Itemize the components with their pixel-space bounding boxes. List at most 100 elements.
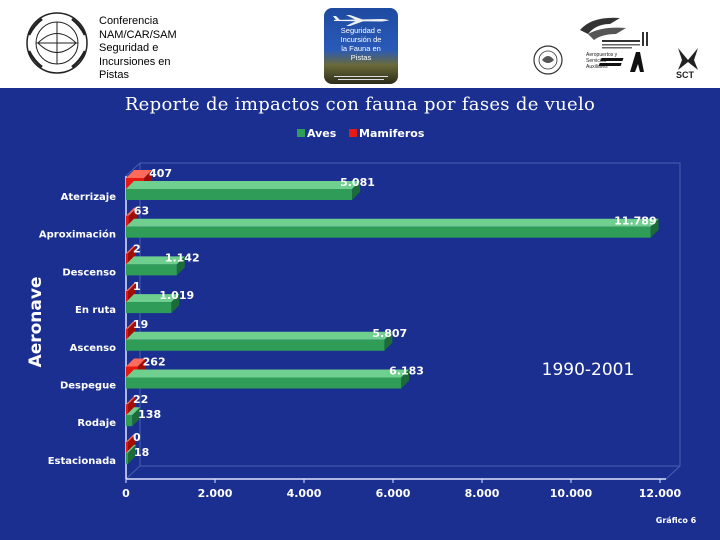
bar-aves-4 [126,339,385,351]
logo-text-line: Servicios [586,58,607,64]
bar-aves-1-top [126,218,659,227]
data-label-mamiferos-5: 262 [143,356,166,369]
bar-aves-5-top [126,369,410,378]
data-label-mamiferos-1: 63 [134,205,149,218]
bar-aves-7-side [128,444,136,464]
data-label-mamiferos-4: 19 [133,318,148,331]
bar-aves-4-top [126,331,393,340]
data-label-aves-1: 11.789 [614,215,656,228]
bar-aves-3-side [171,294,180,314]
bar-mamiferos-2 [126,253,128,265]
data-label-aves-4: 5.807 [372,327,407,340]
data-label-aves-3: 1.019 [159,289,194,302]
bar-mamiferos-4-side [128,320,136,340]
bar-mamiferos-2-side [128,245,136,265]
category-label-3: En ruta [75,305,116,316]
bar-aves-0 [126,189,353,200]
category-label-2: Descenso [62,267,116,278]
bar-aves-1-side [650,218,659,238]
logo-text-line: Auxiliares [586,64,608,70]
bar-aves-2 [126,264,177,276]
bar-mamiferos-6 [126,404,128,416]
x-tick-label-2: 4.000 [287,487,322,500]
badge-line: Pistas [350,53,372,62]
plot-area-3d-frame [125,162,681,480]
conference-line: Pistas [99,69,129,81]
category-label-0: Aterrizaje [61,192,117,203]
badge-footnote-lines [326,74,396,82]
data-label-mamiferos-3: 1 [133,280,141,293]
bar-mamiferos-7-top [126,433,136,442]
conference-title: Conferencia NAM/CAR/SAM Seguridad e Incu… [99,15,209,83]
bar-mamiferos-3 [126,291,128,303]
conference-line: NAM/CAR/SAM [99,28,177,41]
category-label-1: Aproximación [39,229,116,241]
bar-aves-0-side [352,181,361,200]
bar-aves-6-top [126,407,141,416]
sct-logo-text: SCT [676,70,695,80]
figure-footer: Gráfico 6 [656,516,697,525]
legend-label-mamiferos: Mamiferos [359,127,425,140]
bar-aves-0-top [126,181,361,189]
bar-mamiferos-4 [126,328,128,340]
bar-mamiferos-6-top [126,396,136,405]
data-label-aves-2: 1.142 [165,251,200,264]
period-annotation: 1990-2001 [542,360,635,380]
conference-line: Seguridad e [99,42,159,54]
asa-logo-icon: Aeropuertos y Servicios Auxiliares [586,52,644,72]
bar-aves-3 [126,302,172,314]
badge-title: Seguridad e Incursión de la Fauna en Pis… [326,26,396,62]
data-label-mamiferos-6: 22 [133,393,148,406]
bar-mamiferos-3-side [128,283,136,303]
bar-aves-1 [126,226,651,238]
category-label-5: Despegue [60,381,116,392]
bar-mamiferos-7-side [128,433,136,453]
sct-logo-icon: SCT [676,48,698,80]
x-tick-label-3: 6.000 [376,487,411,500]
bar-mamiferos-6-side [128,396,136,416]
bar-aves-2-side [176,256,185,276]
badge-line: Seguridad e [340,26,382,35]
x-tick-label-0: 0 [122,487,130,500]
bar-mamiferos-1-top [126,207,137,216]
x-tick-label-6: 12.000 [639,487,682,500]
y-axis-label: Aeronave [26,277,46,368]
partner-logos: Aeropuertos y Servicios Auxiliares SCT [533,17,698,80]
conference-line: Incursiones en [99,55,171,68]
category-labels: Aterrizaje Aproximación Descenso En ruta Asc… [39,192,116,467]
data-label-aves-5: 6.183 [389,365,424,378]
data-label-aves-6: 138 [138,408,161,421]
header-banner: Conferencia NAM/CAR/SAM Seguridad e Incu… [0,0,720,88]
data-label-mamiferos-2: 2 [133,242,141,255]
bar-group: 407 5.081 63 11.789 2 1.142 1 1.019 19 5.807 262 6.… [126,167,659,464]
bar-mamiferos-3-top [126,283,136,292]
bar-aves-5 [126,377,402,389]
seal-logo-icon [533,45,563,75]
bar-mamiferos-7 [126,441,128,453]
logo-text-line: Aeropuertos y [586,52,618,58]
x-tick-label-4: 8.000 [465,487,500,500]
bar-mamiferos-5-top [126,358,146,367]
category-label-7: Estacionada [48,456,116,467]
category-label-6: Rodaje [77,418,116,429]
badge-line: la Fauna en [341,44,381,53]
bar-aves-6-side [132,407,141,427]
badge-line: Incursión de [340,35,382,44]
chart-title: Reporte de impactos con fauna por fases … [124,94,596,115]
bar-mamiferos-2-top [126,245,136,254]
bar-mamiferos-0-top [126,170,153,178]
data-label-aves-0: 5.081 [340,176,375,189]
event-badge: Seguridad e Incursión de la Fauna en Pis… [324,8,398,84]
bar-aves-7-top [126,444,136,453]
conference-line: Conferencia [99,15,159,27]
legend-swatch-mamiferos [349,129,357,137]
bar-aves-5-side [401,369,410,389]
aviation-wings-logo-icon [580,17,648,49]
x-tick-label-5: 10.000 [550,487,593,500]
x-axis-ticks: 0 2.000 4.000 6.000 8.000 10.000 12.000 [122,479,682,500]
category-label-4: Ascenso [70,343,116,354]
bar-aves-4-side [384,331,393,351]
bar-aves-3-top [126,294,180,303]
legend-swatch-aves [297,129,305,137]
